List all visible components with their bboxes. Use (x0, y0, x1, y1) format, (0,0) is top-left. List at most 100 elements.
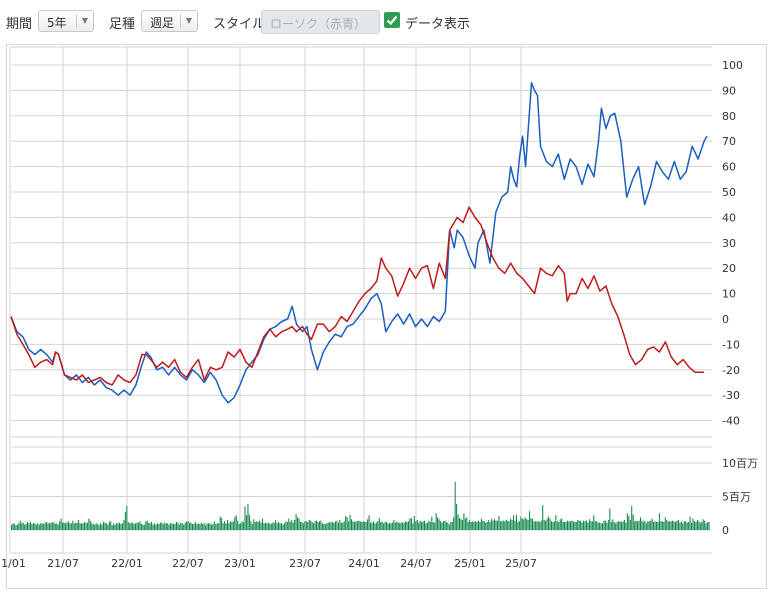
volume-bar (187, 521, 189, 530)
volume-bar (266, 523, 268, 530)
volume-bar (691, 522, 693, 530)
volume-bar (132, 522, 134, 530)
volume-bar (683, 521, 685, 530)
volume-bar (336, 520, 338, 530)
price-tick-label: 10 (722, 288, 736, 301)
volume-bar (257, 521, 259, 530)
volume-bar (82, 523, 84, 530)
volume-bar (79, 523, 81, 530)
volume-bar (674, 521, 677, 530)
price-tick-label: 90 (722, 84, 736, 97)
volume-bar (210, 524, 212, 530)
volume-bar (337, 522, 339, 530)
volume-bar (145, 521, 147, 530)
volume-bar (139, 521, 141, 530)
date-tick-label: 23/07 (289, 557, 321, 570)
volume-bar (175, 521, 177, 530)
volume-bar (402, 522, 404, 530)
show-data-checkbox[interactable] (384, 12, 400, 28)
volume-bar (647, 521, 649, 530)
date-tick-label: 24/07 (400, 557, 432, 570)
volume-bar (334, 521, 337, 530)
volume-bar (642, 521, 644, 530)
volume-bar (91, 523, 93, 530)
volume-bar (654, 521, 656, 530)
volume-bar (596, 521, 598, 530)
volume-bar (221, 517, 223, 530)
volume-bar (421, 521, 423, 530)
period-select[interactable]: 5年 ▼ (38, 10, 94, 32)
volume-bar (219, 516, 221, 530)
volume-bar (466, 517, 468, 530)
volume-bar (491, 518, 493, 530)
volume-bar (235, 515, 237, 530)
volume-bar (168, 524, 170, 530)
volume-bar (656, 521, 658, 530)
volume-bar (241, 521, 243, 530)
volume-bar (97, 523, 99, 530)
volume-bar (593, 515, 595, 530)
volume-bar (604, 520, 606, 530)
volume-bar (37, 523, 39, 530)
volume-bar (524, 517, 526, 530)
volume-bar (477, 520, 480, 530)
volume-bar (332, 521, 334, 530)
volume-bar (116, 523, 118, 530)
volume-bar (208, 523, 210, 530)
volume-bar (244, 506, 246, 530)
volume-bar (162, 523, 164, 530)
show-data-label[interactable]: データ表示 (405, 17, 471, 32)
style-select-disabled: ローソク（赤青） (261, 10, 380, 34)
volume-bar (545, 520, 547, 530)
volume-bar (409, 518, 411, 530)
volume-bar (451, 521, 453, 530)
volume-bar (206, 523, 208, 530)
volume-bar (699, 522, 701, 530)
volume-bar (113, 523, 115, 530)
volume-bar (181, 523, 183, 530)
volume-bar (237, 520, 239, 530)
candle-select[interactable]: 週足 ▼ (141, 10, 198, 32)
volume-bar (483, 521, 485, 530)
volume-bar (31, 523, 33, 530)
volume-bar (377, 521, 379, 530)
volume-bar (384, 521, 386, 530)
volume-bar (216, 523, 218, 530)
volume-bar (488, 519, 490, 530)
volume-bar (555, 515, 557, 530)
volume-bar (282, 524, 284, 530)
volume-bar (89, 520, 91, 530)
volume-bar (495, 520, 497, 530)
volume-bar (437, 517, 439, 530)
volume-bar (83, 521, 86, 530)
volume-bar (98, 525, 100, 530)
volume-bar (73, 523, 75, 530)
volume-bar (29, 521, 32, 530)
volume-bar (200, 522, 202, 530)
volume-bar (689, 516, 691, 530)
volume-bar (311, 521, 313, 530)
volume-bar (94, 524, 96, 530)
volume-bar (143, 524, 145, 530)
volume-bar (88, 518, 90, 530)
period-select-value: 5年 (47, 16, 67, 30)
volume-bar (298, 518, 300, 530)
volume-bar (263, 523, 265, 530)
volume-bar (302, 523, 304, 530)
volume-bar (140, 523, 142, 530)
volume-bar (505, 519, 507, 530)
volume-bar (637, 521, 639, 530)
volume-bar (679, 522, 681, 530)
volume-bar (498, 515, 500, 530)
price-tick-label: -10 (722, 338, 740, 351)
volume-bar (273, 522, 275, 530)
volume-bar (133, 523, 135, 530)
volume-bar (622, 521, 624, 530)
volume-bar (441, 522, 443, 530)
volume-bar (323, 523, 325, 530)
volume-bar (705, 523, 707, 530)
volume-bar (530, 518, 532, 530)
volume-bar (260, 522, 262, 530)
volume-bar (406, 521, 408, 530)
volume-bar (644, 520, 646, 530)
